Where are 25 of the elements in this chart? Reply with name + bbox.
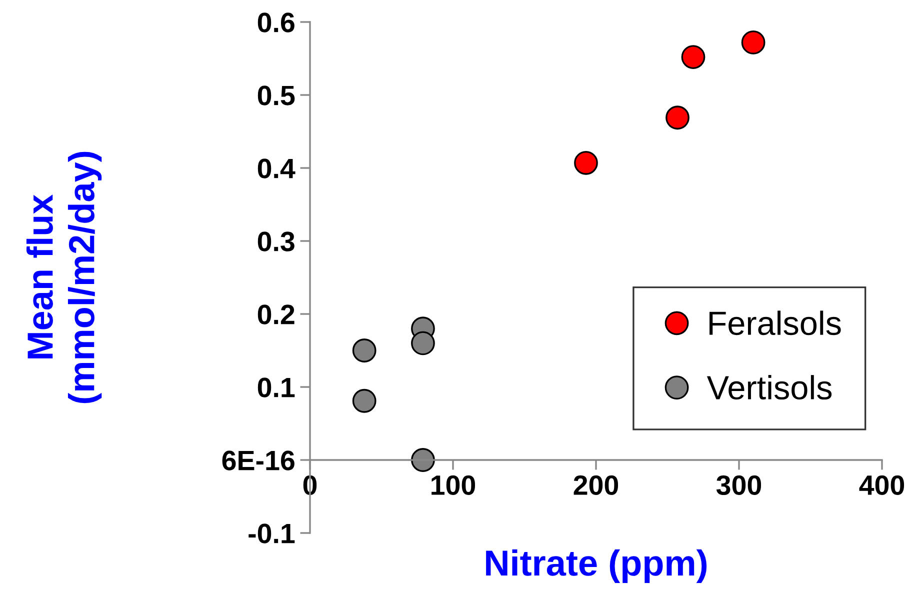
legend-label: Feralsols	[710, 310, 841, 336]
y-tick-label: 0.2	[258, 304, 294, 324]
y-tick-label: -0.1	[248, 524, 295, 544]
y-tick-label: 0.1	[258, 378, 295, 398]
legend-label: Vertisols	[706, 375, 832, 400]
point	[666, 106, 690, 130]
y-axis-title: Mean flux (mmol/m2/day)	[26, 152, 102, 404]
point	[574, 150, 598, 175]
y-tick-label: 0.6	[258, 12, 294, 32]
y-tick-label: 0.4	[258, 158, 296, 178]
y-tick-label: 6E-16	[222, 450, 294, 470]
x-axis-title: Nitrate (ppm)	[486, 549, 707, 584]
point	[411, 448, 435, 472]
x-tick-label: 100	[432, 475, 476, 495]
x-tick-label: 200	[574, 475, 618, 495]
point	[352, 388, 376, 413]
y-tick-label: 0.3	[258, 232, 294, 252]
point	[411, 331, 435, 356]
point	[352, 338, 376, 362]
x-tick-label: 300	[716, 475, 762, 496]
x-tick-label: 400	[859, 475, 904, 495]
point	[741, 30, 766, 54]
point	[681, 45, 706, 69]
x-tick-label: 0	[303, 475, 317, 495]
y-tick-label: 0.5	[258, 86, 295, 106]
